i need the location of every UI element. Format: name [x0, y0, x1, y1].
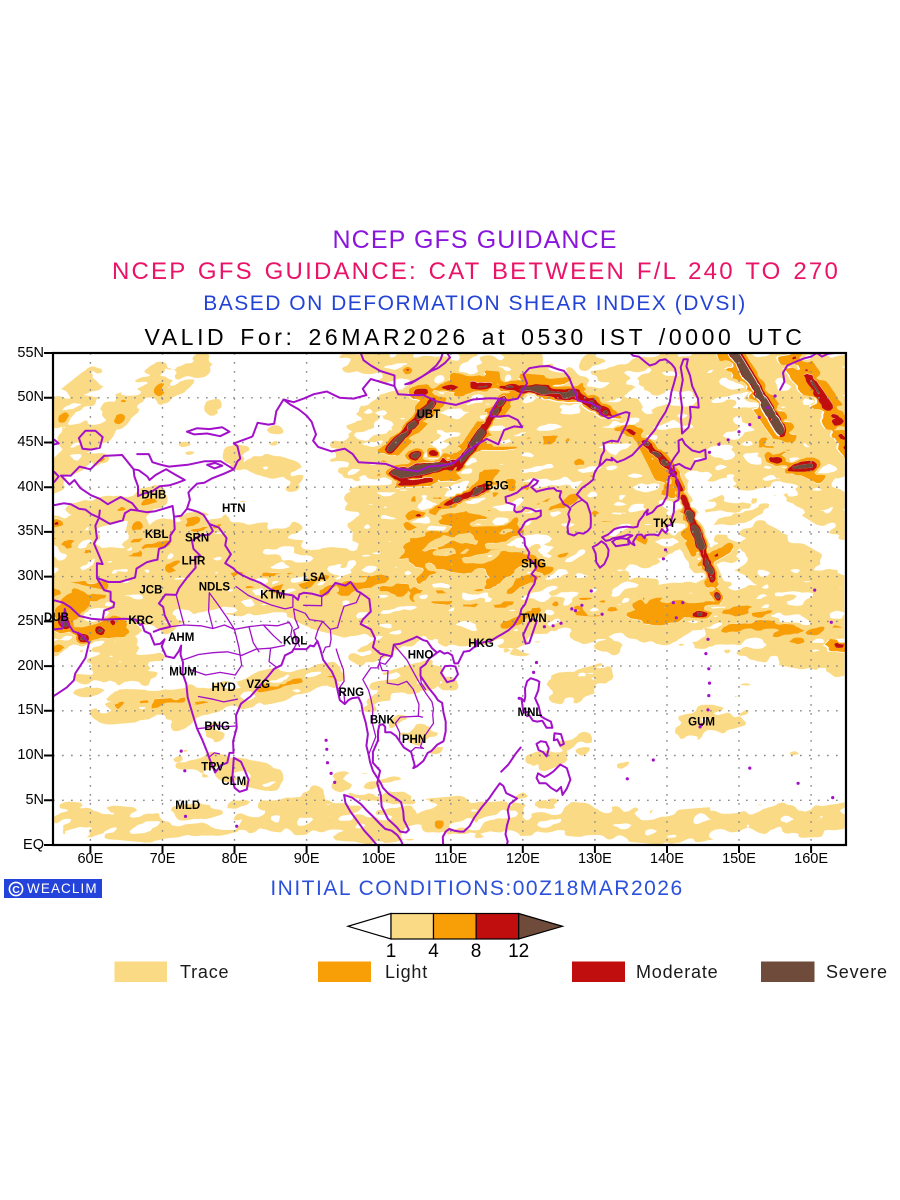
svg-text:KTM: KTM	[260, 590, 285, 602]
svg-text:DHB: DHB	[141, 490, 166, 502]
svg-text:NDLS: NDLS	[199, 582, 231, 594]
svg-text:LSA: LSA	[303, 572, 326, 584]
svg-text:MLD: MLD	[175, 800, 200, 812]
svg-text:HKG: HKG	[468, 638, 494, 650]
svg-text:GUM: GUM	[688, 717, 715, 729]
svg-text:MUM: MUM	[169, 667, 196, 679]
svg-text:HYD: HYD	[212, 682, 236, 694]
svg-text:AHM: AHM	[168, 632, 194, 644]
svg-text:VZG: VZG	[246, 679, 270, 691]
svg-text:MNL: MNL	[518, 707, 543, 719]
svg-text:LHR: LHR	[182, 556, 206, 568]
svg-text:TWN: TWN	[521, 613, 547, 625]
svg-text:KRC: KRC	[128, 615, 153, 627]
svg-text:SHG: SHG	[521, 558, 546, 570]
svg-text:TRV: TRV	[201, 762, 224, 774]
svg-text:BJG: BJG	[485, 481, 509, 493]
svg-text:CLM: CLM	[221, 776, 246, 788]
svg-text:HTN: HTN	[222, 503, 246, 515]
svg-text:UBT: UBT	[417, 409, 441, 421]
svg-text:HNO: HNO	[408, 650, 434, 662]
svg-text:RNG: RNG	[339, 687, 365, 699]
svg-text:KOL: KOL	[283, 635, 307, 647]
svg-text:SRN: SRN	[185, 533, 209, 545]
svg-text:BNG: BNG	[204, 721, 230, 733]
svg-text:TKY: TKY	[653, 518, 676, 530]
svg-text:C: C	[12, 884, 20, 896]
svg-text:KBL: KBL	[145, 529, 169, 541]
svg-text:PHN: PHN	[402, 734, 426, 746]
svg-text:BNK: BNK	[370, 715, 396, 727]
svg-text:JCB: JCB	[139, 584, 162, 596]
